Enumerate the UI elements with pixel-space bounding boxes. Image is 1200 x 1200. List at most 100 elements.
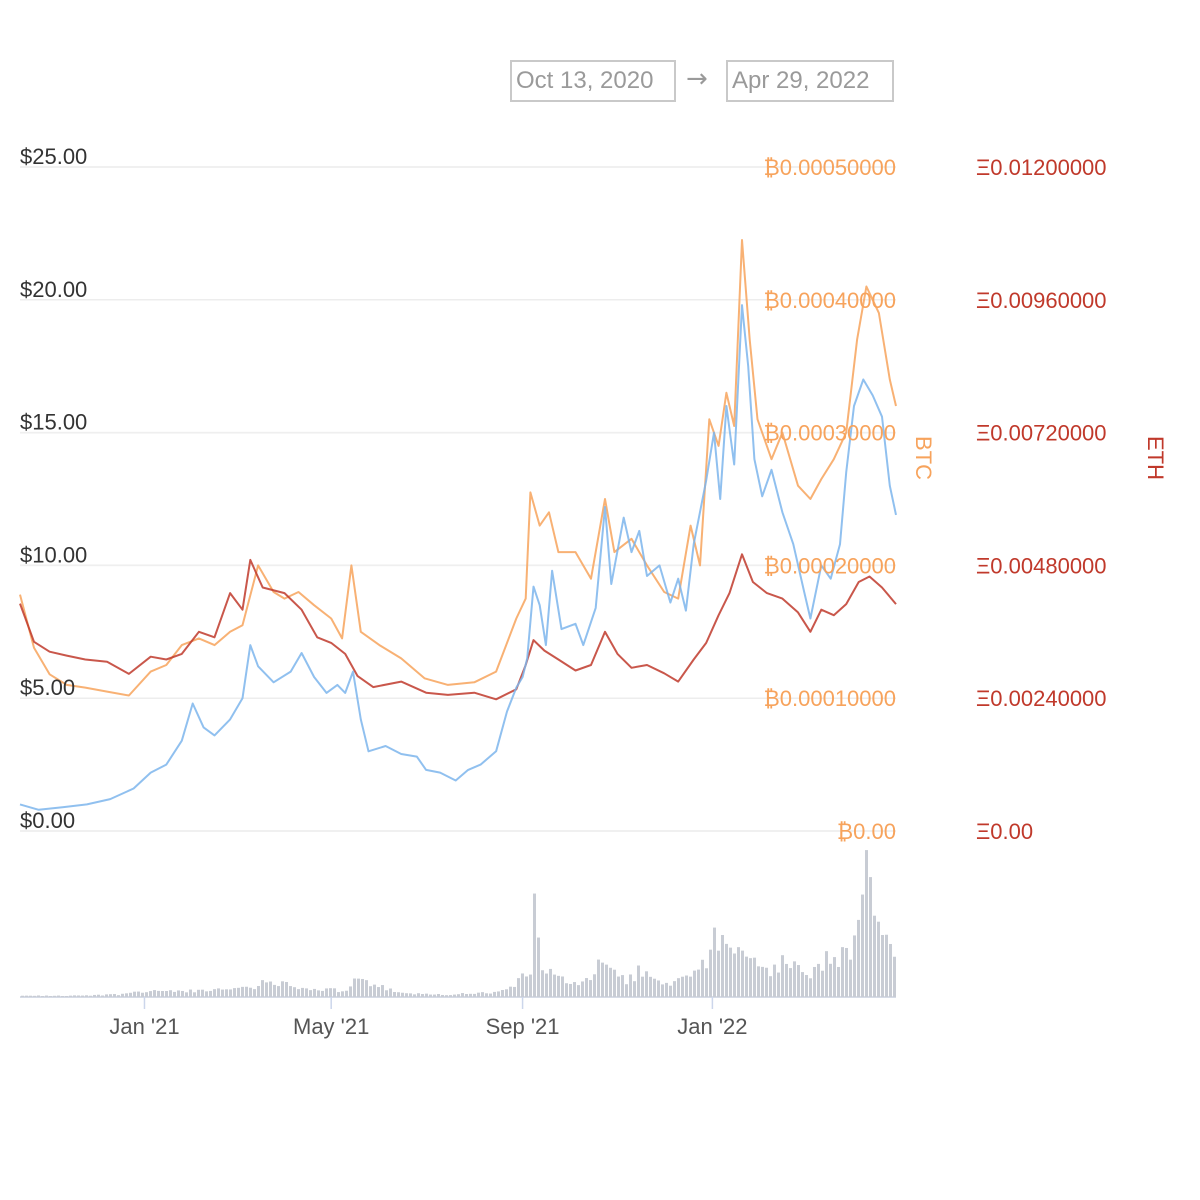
volume-bar — [297, 989, 300, 997]
volume-bar — [493, 991, 496, 997]
axes: $0.00 $5.00 $10.00 $15.00 $20.00 $25.00 ₿0.00 ₿… — [20, 144, 1168, 1039]
date-to-input[interactable]: Apr 29, 2022 — [726, 60, 894, 102]
volume-bar — [401, 992, 404, 997]
volume-bar — [549, 968, 552, 997]
volume-bar — [757, 966, 760, 997]
volume-bar — [813, 966, 816, 997]
eth-tick-label: Ξ0.01200000 — [976, 155, 1107, 180]
volume-bar — [449, 995, 452, 997]
volume-bar — [489, 993, 492, 997]
volume-bar — [105, 994, 108, 997]
volume-bar — [233, 988, 236, 997]
volume-bar — [541, 970, 544, 997]
volume-bar — [173, 991, 176, 997]
volume-bar — [393, 992, 396, 997]
volume-bar — [177, 990, 180, 997]
volume-bar — [649, 976, 652, 997]
volume-bar — [505, 989, 508, 997]
volume-bar — [513, 986, 516, 997]
volume-bar — [121, 993, 124, 997]
date-from-input[interactable]: Oct 13, 2020 — [510, 60, 676, 102]
volume-bar — [777, 972, 780, 997]
x-tick-label: May '21 — [293, 1014, 369, 1039]
volume-bar — [709, 949, 712, 997]
volume-bar — [25, 995, 28, 997]
volume-bar — [249, 987, 252, 997]
btc-tick-label: ₿0.00050000 — [763, 155, 896, 180]
volume-bar — [305, 988, 308, 997]
volume-bar — [585, 978, 588, 997]
volume-bar — [385, 990, 388, 997]
volume-bar — [829, 963, 832, 997]
volume-bar — [325, 988, 328, 997]
volume-bar — [141, 992, 144, 997]
volume-bar — [685, 975, 688, 997]
volume-bar — [573, 982, 576, 997]
volume-bar — [113, 994, 116, 997]
volume-bar — [789, 968, 792, 997]
usd-tick-label: $25.00 — [20, 144, 87, 169]
volume-bar — [729, 947, 732, 997]
volume-bar — [853, 935, 856, 997]
volume-bar — [21, 995, 24, 997]
btc-axis-title: BTC — [911, 436, 936, 480]
volume-bar — [421, 994, 424, 997]
volume-bar — [437, 994, 440, 997]
usd-tick-label: $15.00 — [20, 410, 87, 435]
volume-bar — [889, 943, 892, 997]
volume-bar — [705, 968, 708, 997]
volume-bar — [849, 959, 852, 997]
volume-bar — [865, 850, 868, 997]
volume-bar — [737, 947, 740, 997]
volume-bar — [85, 995, 88, 997]
volume-bar — [253, 989, 256, 997]
volume-bar — [809, 978, 812, 997]
volume-bar — [861, 894, 864, 997]
volume-bar — [125, 993, 128, 997]
volume-bar — [833, 957, 836, 997]
volume-bar — [817, 963, 820, 997]
volume-bar — [561, 976, 564, 997]
x-tick-label: Sep '21 — [486, 1014, 560, 1039]
volume-bar — [593, 974, 596, 997]
volume-bar — [269, 981, 272, 997]
volume-bar — [617, 976, 620, 997]
volume-bar — [69, 995, 72, 997]
volume-bar — [317, 990, 320, 997]
volume-bar — [133, 991, 136, 997]
volume-bar — [149, 991, 152, 997]
volume-bar — [885, 934, 888, 997]
volume-bar — [745, 956, 748, 997]
volume-bar — [353, 978, 356, 997]
volume-bar — [749, 958, 752, 997]
volume-bar — [225, 989, 228, 997]
volume-bar — [273, 984, 276, 997]
eth-tick-label: Ξ0.00720000 — [976, 421, 1107, 446]
volume-bar — [581, 981, 584, 997]
volume-bar — [473, 993, 476, 997]
volume-bar — [485, 993, 488, 997]
volume-bar — [509, 986, 512, 997]
volume-bar — [117, 995, 120, 997]
volume-bar — [521, 973, 524, 997]
volume-bar — [597, 959, 600, 997]
volume-bar — [633, 981, 636, 997]
eth-tick-label: Ξ0.00240000 — [976, 686, 1107, 711]
volume-bar — [821, 970, 824, 997]
volume-bars — [20, 850, 896, 998]
volume-bar — [293, 987, 296, 997]
volume-bar — [345, 990, 348, 997]
volume-bar — [213, 989, 216, 997]
volume-bar — [429, 994, 432, 997]
series-lines — [19, 239, 897, 811]
volume-bar — [65, 996, 68, 997]
volume-bar — [753, 957, 756, 997]
volume-bar — [189, 989, 192, 997]
volume-bar — [693, 970, 696, 997]
volume-bar — [477, 992, 480, 997]
volume-bar — [877, 921, 880, 997]
volume-bar — [409, 993, 412, 997]
volume-bar — [589, 980, 592, 997]
